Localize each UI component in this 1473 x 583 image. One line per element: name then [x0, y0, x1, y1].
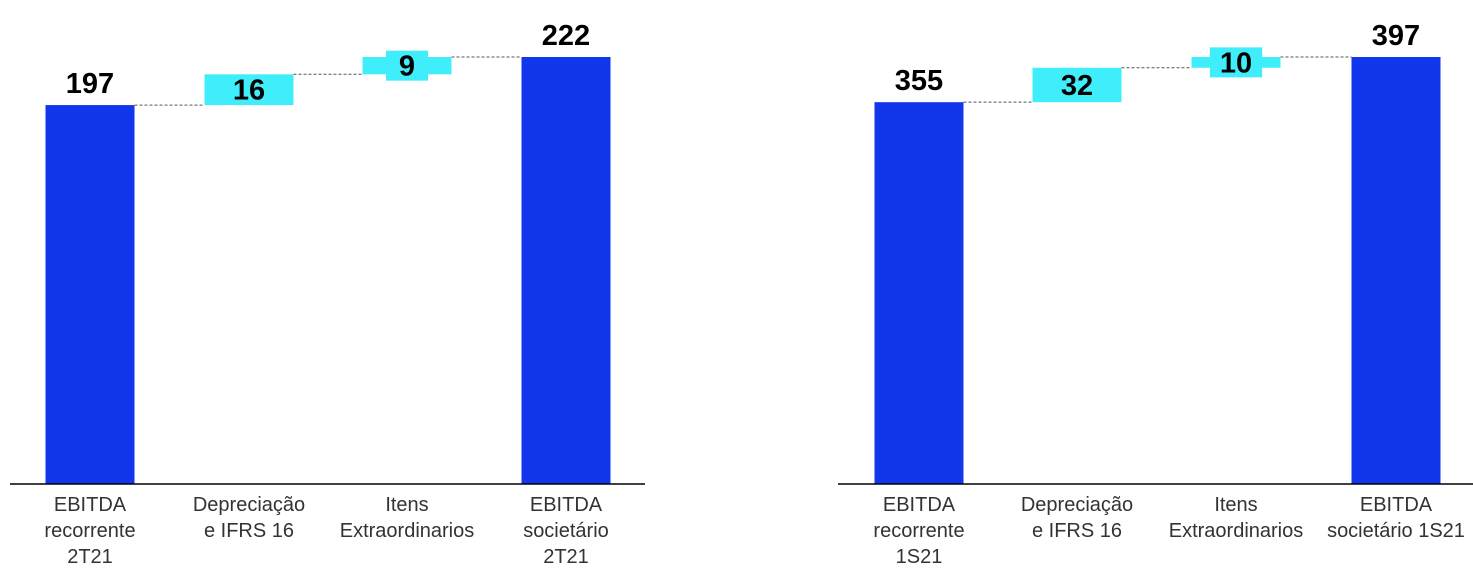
total-bar	[521, 57, 611, 484]
category-label: societário	[523, 520, 609, 542]
category-label: 2T21	[543, 546, 589, 568]
waterfall-chart-2: 355 EBITDA recorrente 1S21 32 Depreciação e IF…	[838, 20, 1473, 568]
category-label: Depreciação	[1021, 494, 1133, 516]
category-label: EBITDA	[883, 494, 956, 516]
category-label: Itens	[1214, 494, 1257, 516]
total-bar	[45, 105, 135, 485]
category-label: recorrente	[44, 520, 135, 542]
step-value-label: 9	[399, 51, 415, 83]
step-value-label: 16	[233, 75, 265, 107]
total-bar	[1351, 57, 1441, 484]
category-label: Extraordinarios	[1169, 520, 1304, 542]
step-value-label: 10	[1220, 47, 1252, 79]
step-label-badge	[1209, 47, 1263, 78]
category-label: EBITDA	[1360, 494, 1433, 516]
bar-value-label: 197	[66, 68, 114, 100]
category-label: EBITDA	[530, 494, 603, 516]
category-label: societário 1S21	[1327, 520, 1465, 542]
waterfall-chart-1: 197 EBITDA recorrente 2T21 16 Depreciação e IF…	[10, 20, 645, 568]
total-bar	[874, 102, 964, 485]
category-label: Extraordinarios	[340, 520, 475, 542]
category-label: e IFRS 16	[1032, 520, 1122, 542]
bar-value-label: 355	[895, 65, 943, 97]
category-label: EBITDA	[54, 494, 127, 516]
step-label-badge	[1050, 69, 1104, 100]
category-label: Depreciação	[193, 494, 305, 516]
category-label: recorrente	[873, 520, 964, 542]
step-label-badge	[386, 50, 428, 81]
category-label: e IFRS 16	[204, 520, 294, 542]
category-label: 2T21	[67, 546, 113, 568]
step-label-badge	[222, 74, 276, 105]
bar-value-label: 397	[1372, 20, 1420, 52]
step-value-label: 32	[1061, 70, 1093, 102]
category-label: Itens	[385, 494, 428, 516]
bar-value-label: 222	[542, 20, 590, 52]
category-label: 1S21	[896, 546, 943, 568]
